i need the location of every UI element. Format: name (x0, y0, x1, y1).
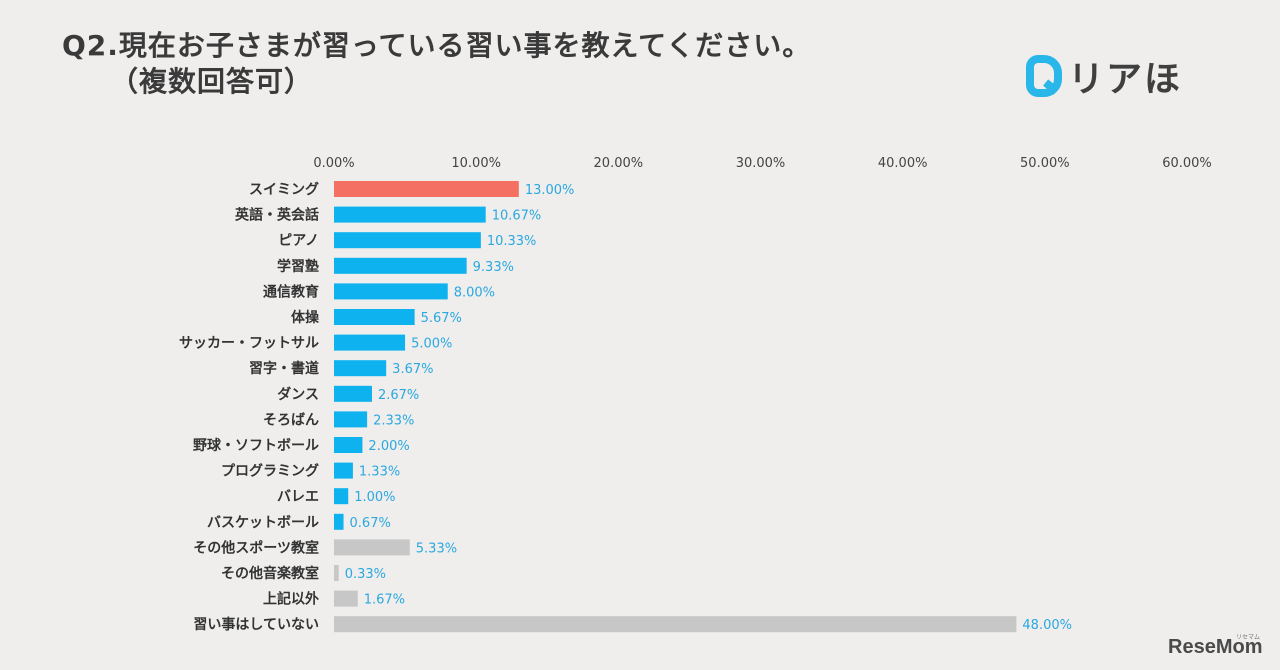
category-label: スイミング (249, 181, 319, 198)
category-label: 学習塾 (277, 258, 319, 275)
resemom-credit: ReseMom (1168, 636, 1263, 658)
value-label: 2.00% (368, 439, 409, 454)
bar (334, 206, 486, 223)
bar (334, 590, 358, 607)
value-label: 5.00% (411, 337, 452, 352)
logo-text: リアほ (1068, 59, 1183, 100)
value-label: 0.33% (345, 567, 386, 582)
value-label: 48.00% (1022, 618, 1072, 633)
category-label: バスケットボール (207, 515, 319, 531)
category-label: 通信教育 (263, 283, 319, 300)
value-label: 2.33% (373, 413, 414, 428)
category-label: 体操 (291, 309, 320, 326)
category-label: 英語・英会話 (234, 207, 319, 224)
value-label: 5.33% (416, 541, 457, 556)
value-label: 10.67% (492, 209, 542, 224)
value-label: 2.67% (378, 388, 419, 403)
value-label: 10.33% (487, 234, 537, 249)
value-label: 5.67% (421, 311, 462, 326)
x-tick-label: 60.00% (1162, 156, 1212, 171)
value-label: 3.67% (392, 362, 433, 377)
bar (334, 360, 387, 377)
category-label: 野球・ソフトボール (193, 437, 319, 454)
riaho-logo: リアほ (1026, 50, 1182, 102)
category-label: プログラミング (221, 463, 319, 480)
value-label: 1.33% (359, 465, 400, 480)
x-tick-label: 40.00% (878, 156, 928, 171)
value-label: 8.00% (454, 285, 495, 300)
x-tick-label: 0.00% (313, 156, 354, 171)
value-label: 0.67% (350, 516, 391, 531)
bar (334, 232, 481, 249)
bar (334, 437, 363, 453)
category-label: サッカー・フットサル (179, 336, 319, 352)
bar (334, 334, 406, 351)
chart-title-line2: （複数回答可） (110, 65, 314, 98)
category-label: その他音楽教室 (221, 565, 319, 582)
r-logo-icon (1026, 55, 1062, 97)
value-label: 1.67% (364, 593, 405, 608)
value-label: 13.00% (525, 183, 575, 198)
bar (334, 488, 349, 505)
category-label: 習字・書道 (249, 360, 319, 377)
x-tick-label: 30.00% (736, 156, 786, 171)
bar (334, 411, 368, 428)
bar (334, 283, 448, 300)
category-label: その他スポーツ教室 (193, 539, 319, 556)
bar (334, 513, 344, 530)
category-label: ピアノ (278, 233, 319, 249)
resemom-credit-kana: リセマム (1236, 634, 1261, 641)
chart-title: Q2.現在お子さまが習っている習い事を教えてください。 （複数回答可） (62, 28, 811, 100)
chart-title-line1: Q2.現在お子さまが習っている習い事を教えてください。 (62, 29, 812, 62)
x-tick-label: 10.00% (451, 156, 501, 171)
bar (334, 309, 415, 325)
bar (334, 181, 519, 197)
bar (334, 462, 353, 479)
value-label: 9.33% (473, 260, 514, 275)
category-label: 習い事はしていない (193, 616, 319, 633)
x-tick-label: 20.00% (594, 156, 644, 171)
bar (334, 565, 339, 581)
value-label: 1.00% (354, 490, 395, 505)
category-label: ダンス (277, 386, 319, 403)
bar (334, 539, 410, 556)
bar (334, 257, 467, 274)
bar (334, 616, 1017, 633)
bar (334, 385, 372, 402)
x-tick-label: 50.00% (1020, 156, 1070, 171)
category-label: バレエ (277, 489, 319, 505)
category-label: 上記以外 (263, 591, 319, 608)
category-label: そろばん (263, 412, 319, 428)
